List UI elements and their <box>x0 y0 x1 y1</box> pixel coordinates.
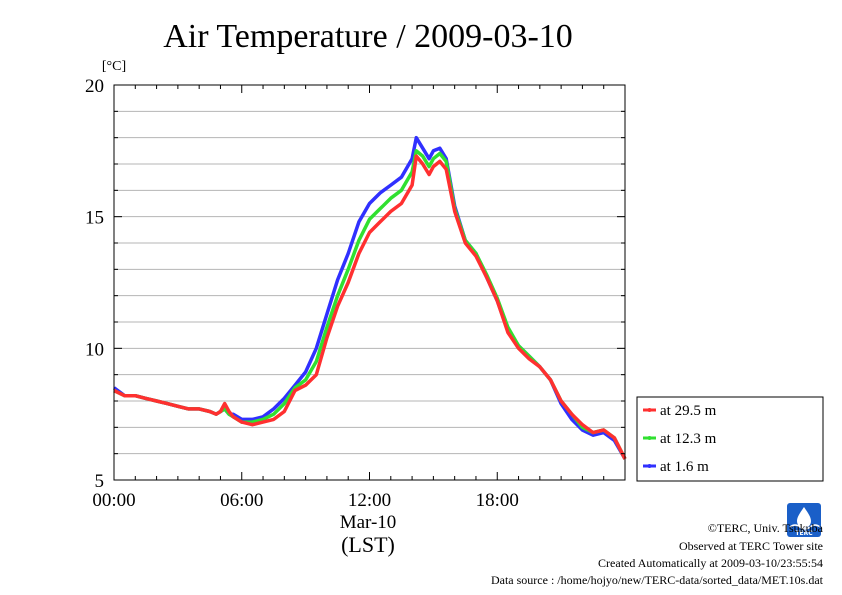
series-lines <box>112 135 627 460</box>
chart-title: Air Temperature / 2009-03-10 <box>163 18 573 55</box>
legend-marker <box>647 408 652 412</box>
y-tick-label: 10 <box>85 339 104 360</box>
y-axis-unit-label: [°C] <box>102 59 126 74</box>
footer-observed-site: Observed at TERC Tower site <box>679 539 823 553</box>
axis-ticks: 00:00 06:00 12:00 18:00 5 10 15 20 <box>85 76 626 511</box>
series-line <box>113 149 627 460</box>
x-tick-label: 12:00 <box>348 490 391 511</box>
wave-icon <box>789 524 821 530</box>
footer-data-source: Data source : /home/hojyo/new/TERC-data/… <box>491 573 824 587</box>
x-tick-label: 18:00 <box>476 490 519 511</box>
y-tick-label: 15 <box>85 208 104 229</box>
legend-marker <box>647 464 652 468</box>
legend-marker <box>647 436 652 440</box>
legend-label: at 12.3 m <box>660 431 717 447</box>
footer-copyright: ©TERC, Univ. Tsukuba <box>708 521 824 535</box>
grid-lines <box>114 110 625 455</box>
x-tick-label: 06:00 <box>220 490 263 511</box>
x-axis-timezone-label: (LST) <box>341 532 395 557</box>
x-axis-date-label: Mar-10 <box>340 512 397 533</box>
series-line <box>112 135 627 460</box>
series-line <box>113 154 627 460</box>
legend-label: at 29.5 m <box>660 403 717 419</box>
y-tick-label: 5 <box>95 471 105 492</box>
logo-text: TERC <box>795 530 813 537</box>
footer-created-time: Created Automatically at 2009-03-10/23:5… <box>598 556 823 570</box>
x-tick-label: 00:00 <box>92 490 135 511</box>
plot-frame <box>113 84 626 481</box>
y-tick-label: 20 <box>85 76 104 97</box>
legend: at 29.5 m at 12.3 m at 1.6 m <box>636 396 824 482</box>
legend-label: at 1.6 m <box>660 459 709 475</box>
terc-logo: TERC <box>787 503 821 537</box>
legend-box <box>636 396 824 482</box>
water-drop-icon <box>797 507 811 528</box>
